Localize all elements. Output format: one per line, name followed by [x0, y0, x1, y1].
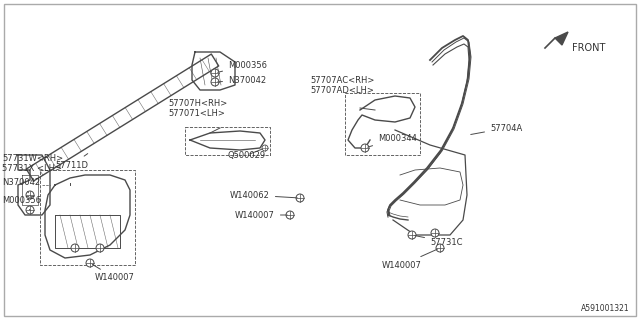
Circle shape	[262, 145, 268, 151]
Circle shape	[361, 144, 369, 152]
Text: Q500029: Q500029	[228, 149, 266, 159]
Text: W140007: W140007	[92, 264, 135, 283]
Circle shape	[286, 211, 294, 219]
Circle shape	[86, 259, 94, 267]
Text: 57711D: 57711D	[55, 154, 88, 170]
Polygon shape	[555, 32, 568, 45]
Circle shape	[211, 78, 219, 86]
Text: M000356: M000356	[218, 60, 267, 72]
Text: A591001321: A591001321	[581, 304, 630, 313]
Text: 57707AC<RH>
57707AD<LH>: 57707AC<RH> 57707AD<LH>	[310, 76, 374, 95]
Text: 57707H<RH>
577071<LH>: 57707H<RH> 577071<LH>	[168, 99, 227, 118]
Text: W140007: W140007	[382, 249, 438, 269]
Circle shape	[436, 244, 444, 252]
Circle shape	[26, 206, 34, 214]
Text: FRONT: FRONT	[572, 43, 605, 53]
Circle shape	[431, 229, 439, 237]
Text: 57731W<RH>
57731X <LH>: 57731W<RH> 57731X <LH>	[2, 154, 63, 173]
Text: M000344: M000344	[367, 133, 417, 147]
Circle shape	[408, 231, 416, 239]
Circle shape	[26, 191, 34, 199]
Text: W140007: W140007	[235, 211, 287, 220]
Text: N370042: N370042	[2, 178, 40, 193]
Text: W140062: W140062	[230, 190, 297, 199]
Text: N370042: N370042	[218, 76, 266, 84]
Text: M000356: M000356	[2, 196, 41, 210]
Text: 57704A: 57704A	[471, 124, 522, 134]
Circle shape	[96, 244, 104, 252]
Text: 57731C: 57731C	[415, 236, 463, 246]
Circle shape	[71, 244, 79, 252]
Circle shape	[211, 69, 219, 77]
Circle shape	[296, 194, 304, 202]
